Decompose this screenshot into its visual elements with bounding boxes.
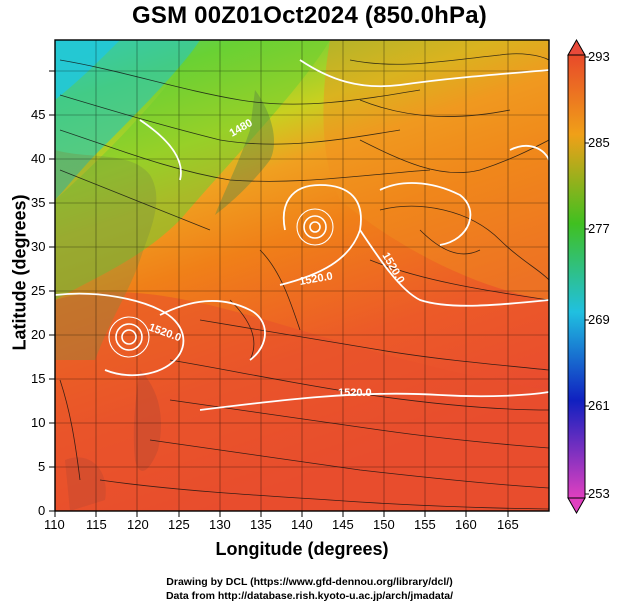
land-borneo — [65, 457, 106, 511]
colorbar-tick-label: 277 — [588, 221, 610, 236]
x-tick-label: 110 — [44, 517, 65, 532]
y-tick-label: 5 — [38, 459, 46, 474]
contour-label: 1520.0 — [338, 387, 372, 399]
y-tick-label: 35 — [31, 195, 46, 210]
x-tick-label: 120 — [127, 517, 149, 532]
y-tick-label: 20 — [31, 327, 46, 342]
y-tick-label: 40 — [31, 151, 46, 166]
typhoon-west — [108, 316, 150, 358]
land-japan — [215, 90, 275, 215]
colorbar-tick-label: 261 — [588, 398, 610, 413]
land-asia — [55, 150, 157, 360]
y-tick-label: 45 — [31, 107, 46, 122]
colorbar — [567, 54, 586, 499]
colorbar-top-arrow — [567, 38, 586, 56]
x-tick-label: 130 — [209, 517, 231, 532]
y-tick-label: 10 — [31, 415, 46, 430]
x-tick-label: 115 — [86, 517, 107, 532]
height-contours — [55, 59, 549, 411]
x-tick-label: 140 — [291, 517, 313, 532]
y-tick-label: 15 — [31, 371, 46, 386]
cold-region-nw-core — [55, 40, 120, 100]
grid-lines — [55, 40, 549, 511]
x-tick-label: 150 — [373, 517, 395, 532]
colorbar-tick-label: 253 — [588, 486, 610, 501]
colorbar-tick-label: 285 — [588, 135, 610, 150]
contour-label: 1520.0 — [298, 270, 333, 288]
cold-region-nw — [55, 40, 200, 200]
x-tick-label: 135 — [250, 517, 272, 532]
y-tick-label: 30 — [31, 239, 46, 254]
land-philippines — [133, 370, 161, 471]
credit-drawing: Drawing by DCL (https://www.gfd-dennou.o… — [166, 576, 453, 588]
x-tick-label: 165 — [497, 517, 519, 532]
axis-ticks — [49, 70, 509, 517]
x-tick-label: 145 — [332, 517, 354, 532]
colorbar-tick-label: 269 — [588, 312, 610, 327]
typhoon-east — [296, 208, 334, 246]
x-tick-label: 160 — [455, 517, 477, 532]
colorbar-tick-label: 293 — [588, 49, 610, 64]
wind-streamlines — [59, 53, 549, 510]
y-tick-label: 0 — [38, 503, 46, 518]
colorbar-bottom-arrow — [567, 497, 586, 515]
y-axis-label: Latitude (degrees) — [9, 194, 30, 351]
credit-data: Data from http://database.rish.kyoto-u.a… — [165, 590, 454, 602]
map-title: GSM 00Z01Oct2024 (850.0hPa) — [132, 2, 487, 29]
y-tick-label: 25 — [31, 283, 46, 298]
x-axis-label: Longitude (degrees) — [215, 539, 389, 559]
x-tick-label: 125 — [168, 517, 190, 532]
x-tick-label: 155 — [414, 517, 436, 532]
